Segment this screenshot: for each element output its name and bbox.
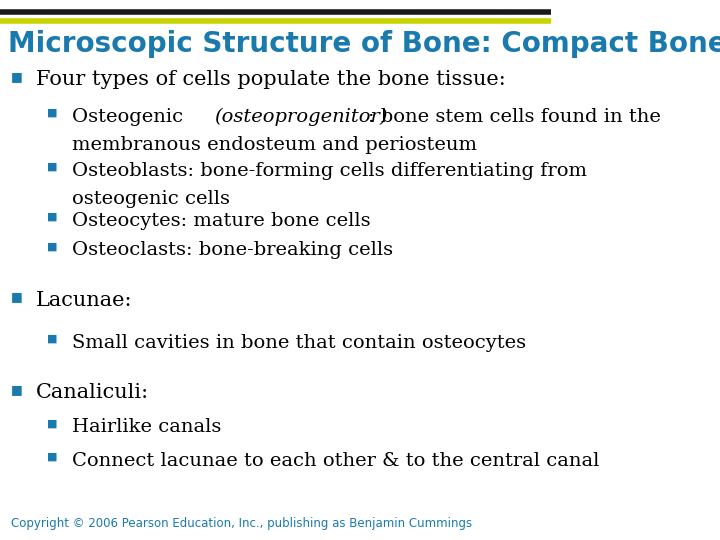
Text: Osteocytes: mature bone cells: Osteocytes: mature bone cells [71,212,370,230]
Text: Canaliculi:: Canaliculi: [36,383,149,402]
Text: ■: ■ [11,383,23,396]
Text: ■: ■ [47,162,58,172]
Text: ■: ■ [47,212,58,222]
Text: Connect lacunae to each other & to the central canal: Connect lacunae to each other & to the c… [71,452,599,470]
Text: membranous endosteum and periosteum: membranous endosteum and periosteum [71,136,477,154]
Text: Osteogenic: Osteogenic [71,108,189,126]
Text: ■: ■ [11,70,23,83]
Text: (osteoprogenitor): (osteoprogenitor) [215,108,387,126]
Text: : bone stem cells found in the: : bone stem cells found in the [368,108,660,126]
Text: ■: ■ [47,418,58,429]
Text: Osteoclasts: bone-breaking cells: Osteoclasts: bone-breaking cells [71,241,392,259]
Text: Hairlike canals: Hairlike canals [71,418,221,436]
Text: Four types of cells populate the bone tissue:: Four types of cells populate the bone ti… [36,70,505,89]
Text: Copyright © 2006 Pearson Education, Inc., publishing as Benjamin Cummings: Copyright © 2006 Pearson Education, Inc.… [11,517,472,530]
Text: osteogenic cells: osteogenic cells [71,190,230,208]
Text: Lacunae:: Lacunae: [36,291,132,309]
Text: Microscopic Structure of Bone: Compact Bone: Microscopic Structure of Bone: Compact B… [8,30,720,58]
Text: Osteoblasts: bone-forming cells differentiating from: Osteoblasts: bone-forming cells differen… [71,162,587,180]
Text: ■: ■ [11,291,23,303]
Text: Small cavities in bone that contain osteocytes: Small cavities in bone that contain oste… [71,334,526,352]
Text: ■: ■ [47,108,58,118]
Text: ■: ■ [47,334,58,344]
Text: ■: ■ [47,241,58,252]
Text: ■: ■ [47,452,58,462]
